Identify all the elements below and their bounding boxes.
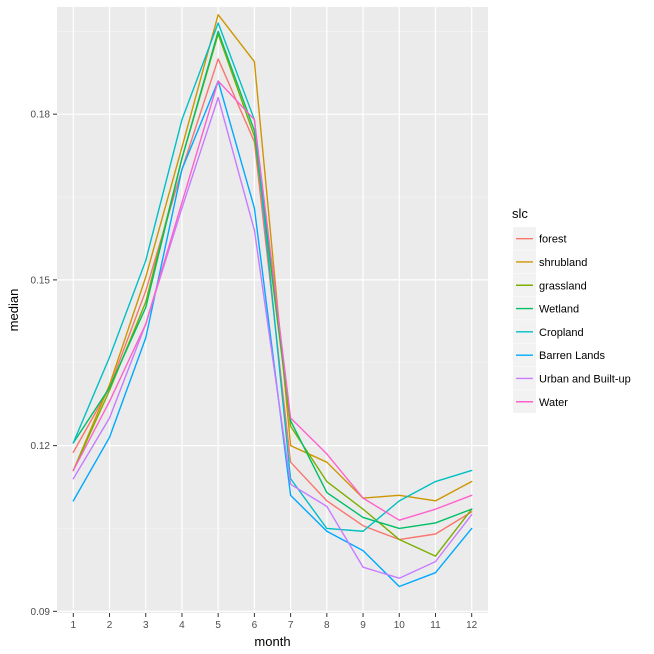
series-line-barren-lands xyxy=(72,80,473,588)
series-lines xyxy=(72,14,473,588)
x-axis-title: month xyxy=(254,634,290,649)
legend-item: grassland xyxy=(513,273,587,297)
legend-label: Cropland xyxy=(539,327,584,339)
legend-label: forest xyxy=(539,234,567,246)
legend-item: shrubland xyxy=(513,250,587,274)
major-gridlines xyxy=(57,7,488,613)
legend: slc forest shrubland grassland Wetland Cropl… xyxy=(512,206,631,413)
legend-item: Wetland xyxy=(513,296,579,320)
series-line-shrubland xyxy=(72,14,473,502)
series-line-cropland xyxy=(72,22,473,532)
y-tick-label: 0.15 xyxy=(31,275,51,286)
plot-panel xyxy=(57,7,488,613)
x-tick-label: 6 xyxy=(252,620,258,631)
legend-label: Wetland xyxy=(539,304,579,316)
y-tick-label: 0.09 xyxy=(31,607,51,618)
legend-label: Barren Lands xyxy=(539,350,606,362)
x-tick-label: 3 xyxy=(143,620,149,631)
x-tick-label: 5 xyxy=(215,620,221,631)
y-axis: 0.09 0.12 0.15 0.18 xyxy=(31,110,57,618)
series-line-wetland xyxy=(72,30,473,530)
legend-item: forest xyxy=(513,227,567,250)
legend-item: Urban and Built-up xyxy=(513,366,631,390)
x-tick-label: 2 xyxy=(107,620,113,631)
legend-label: Water xyxy=(539,397,568,409)
y-axis-title: median xyxy=(6,289,21,332)
x-tick-label: 11 xyxy=(430,620,441,631)
series-line-urban-and-built-up xyxy=(72,96,473,579)
legend-title: slc xyxy=(512,206,528,221)
x-tick-label: 1 xyxy=(71,620,77,631)
x-tick-label: 8 xyxy=(324,620,330,631)
y-tick-label: 0.12 xyxy=(31,441,51,452)
x-tick-label: 12 xyxy=(466,620,478,631)
x-tick-label: 7 xyxy=(288,620,294,631)
x-axis: 1 2 3 4 5 6 7 8 9 10 11 12 xyxy=(71,613,478,631)
x-tick-label: 9 xyxy=(360,620,366,631)
x-tick-label: 4 xyxy=(179,620,185,631)
legend-label: shrubland xyxy=(539,257,587,269)
x-tick-label: 10 xyxy=(394,620,406,631)
legend-item: Barren Lands xyxy=(513,343,606,367)
minor-gridlines xyxy=(57,31,488,529)
y-tick-label: 0.18 xyxy=(31,110,51,121)
legend-label: grassland xyxy=(539,280,587,292)
legend-item: Water xyxy=(513,390,568,413)
series-line-water xyxy=(72,80,473,521)
legend-label: Urban and Built-up xyxy=(539,373,631,385)
legend-items: forest shrubland grassland Wetland Cropland B… xyxy=(513,227,631,413)
legend-item: Cropland xyxy=(513,320,584,343)
